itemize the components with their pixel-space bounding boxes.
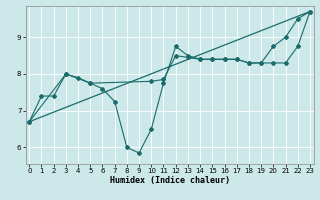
X-axis label: Humidex (Indice chaleur): Humidex (Indice chaleur) [109, 176, 230, 185]
